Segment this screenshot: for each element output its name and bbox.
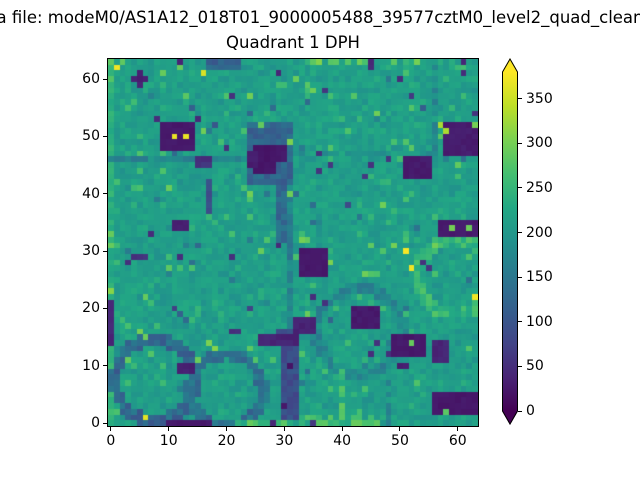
x-tick-mark <box>399 427 401 431</box>
colorbar-tick-label: 200 <box>526 224 553 241</box>
y-tick-label: 10 <box>82 357 100 374</box>
y-tick-label: 40 <box>82 185 100 202</box>
figure-suptitle: a file: modeM0/AS1A12_018T01_9000005488_… <box>0 8 640 27</box>
y-tick-label: 20 <box>82 300 100 317</box>
colorbar-tick-label: 100 <box>526 313 553 330</box>
colorbar-svg <box>502 57 518 426</box>
y-tick-label: 60 <box>82 71 100 88</box>
y-tick-label: 50 <box>82 128 100 145</box>
colorbar-under-arrow <box>502 411 518 425</box>
x-tick-mark <box>457 427 459 431</box>
colorbar-tick-label: 350 <box>526 90 553 107</box>
colorbar-tick-mark <box>518 365 522 367</box>
colorbar-tick-mark <box>518 232 522 234</box>
colorbar-tick-label: 300 <box>526 135 553 152</box>
plot-title: Quadrant 1 DPH <box>226 33 360 52</box>
colorbar-over-arrow <box>502 58 518 72</box>
x-tick-mark <box>341 427 343 431</box>
colorbar-tick-mark <box>518 321 522 323</box>
y-tick-mark <box>103 250 107 252</box>
x-tick-mark <box>283 427 285 431</box>
y-tick-mark <box>103 78 107 80</box>
y-tick-mark <box>103 365 107 367</box>
x-tick-label: 50 <box>391 433 409 449</box>
colorbar-tick-mark <box>518 187 522 189</box>
colorbar-gradient <box>502 72 518 411</box>
x-tick-label: 40 <box>333 433 352 449</box>
y-tick-mark <box>103 135 107 137</box>
x-tick-label: 60 <box>448 433 467 449</box>
colorbar-tick-mark <box>518 142 522 144</box>
y-tick-mark <box>103 422 107 424</box>
x-tick-label: 10 <box>159 433 178 449</box>
colorbar-tick-mark <box>518 276 522 278</box>
colorbar <box>502 57 518 426</box>
y-tick-label: 0 <box>91 415 100 432</box>
axes-frame <box>107 58 479 427</box>
x-tick-mark <box>168 427 170 431</box>
x-tick-label: 20 <box>217 433 236 449</box>
colorbar-tick-label: 150 <box>526 269 553 286</box>
x-tick-label: 0 <box>106 433 116 449</box>
colorbar-tick-label: 0 <box>526 403 535 419</box>
x-tick-label: 30 <box>275 433 294 449</box>
y-tick-mark <box>103 193 107 195</box>
colorbar-tick-mark <box>518 98 522 100</box>
y-tick-label: 30 <box>82 243 100 260</box>
colorbar-outline <box>502 57 518 426</box>
y-tick-mark <box>103 307 107 309</box>
dph-heatmap <box>108 59 478 426</box>
colorbar-tick-label: 50 <box>526 358 544 375</box>
colorbar-tick-label: 250 <box>526 179 553 196</box>
colorbar-tick-mark <box>518 410 522 412</box>
x-tick-mark <box>226 427 228 431</box>
x-tick-mark <box>110 427 112 431</box>
